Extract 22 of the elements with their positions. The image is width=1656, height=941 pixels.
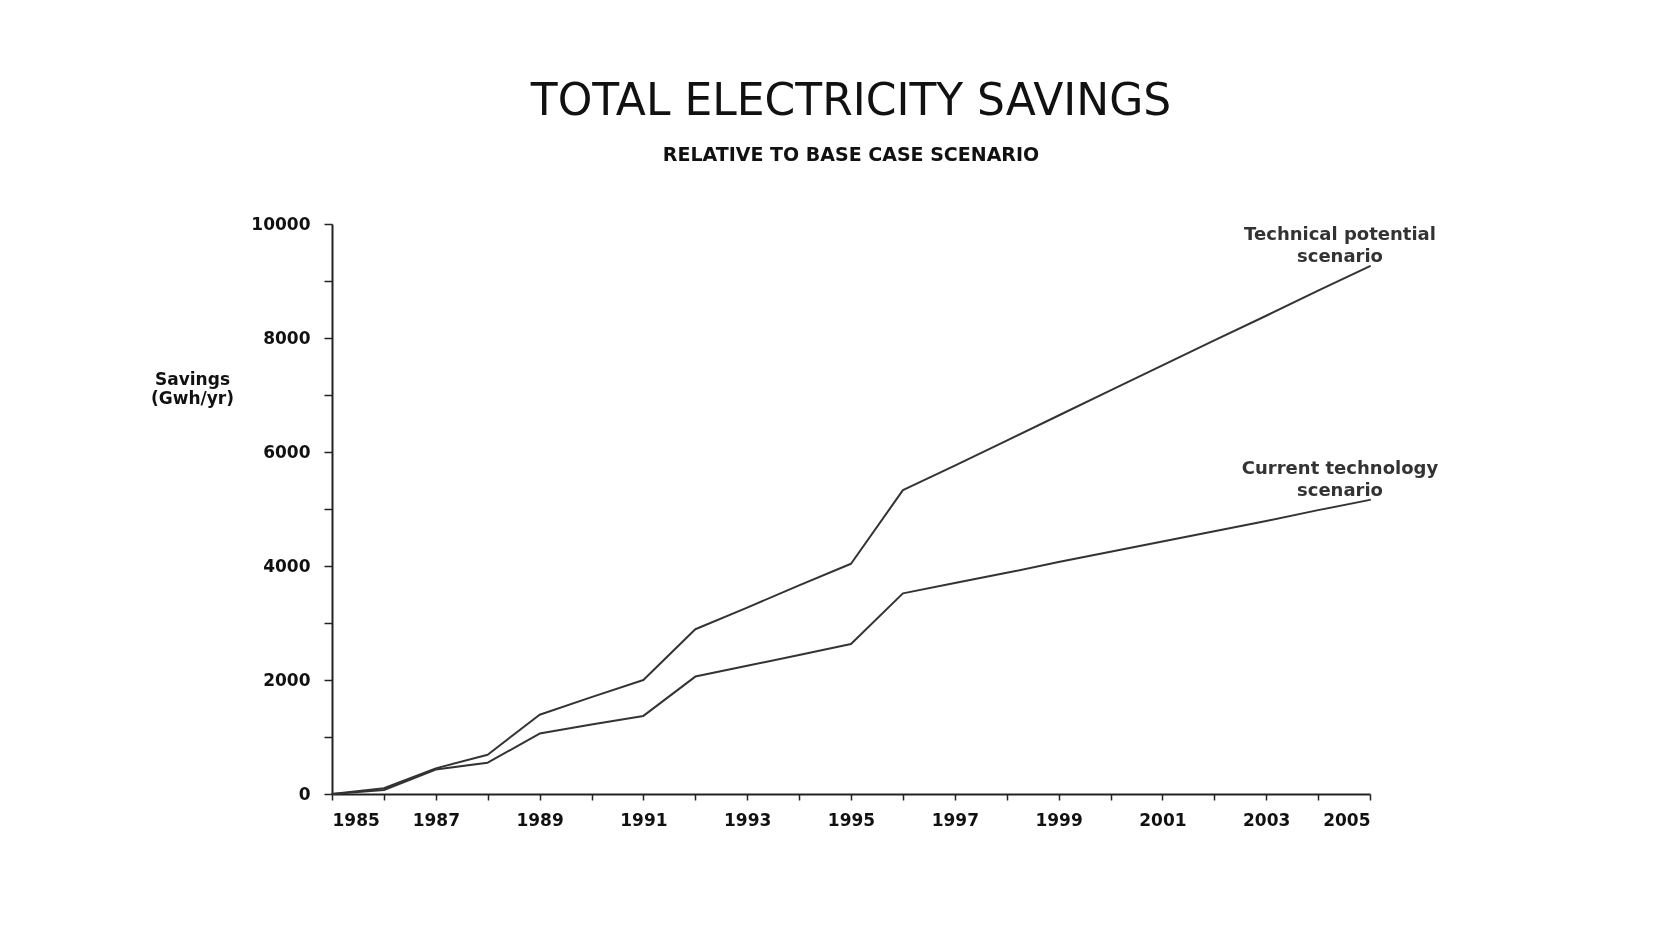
chart-title: TOTAL ELECTRICITY SAVINGS (529, 74, 1172, 125)
y-tick-label: 4000 (263, 555, 311, 576)
x-tick-label: 2001 (1139, 809, 1187, 830)
series-label: Current technology scenario (1241, 456, 1439, 500)
y-tick-label: 2000 (263, 669, 311, 690)
y-tick-label: 10000 (251, 213, 311, 234)
series-label: Technical potential scenario (1244, 223, 1436, 267)
x-tick-label: 1987 (412, 809, 460, 830)
y-axis-title: Savings (Gwh/yr) (151, 368, 234, 408)
y-tick-label: 8000 (263, 327, 311, 348)
y-tick-label: 0 (298, 783, 311, 804)
x-tick-label: 1993 (724, 809, 772, 830)
x-tick-label: 1995 (827, 809, 876, 830)
x-tick-label: 2005 (1323, 809, 1371, 830)
x-tick-label: 1991 (620, 809, 668, 830)
x-tick-label: 1989 (516, 809, 564, 830)
x-tick-label: 1997 (931, 809, 979, 830)
chart-subtitle: RELATIVE TO BASE CASE SCENARIO (662, 143, 1040, 165)
x-tick-label: 2003 (1243, 809, 1291, 830)
y-tick-label: 6000 (263, 441, 311, 462)
x-tick-label: 1999 (1035, 809, 1083, 830)
x-tick-label: 1985 (332, 809, 380, 830)
